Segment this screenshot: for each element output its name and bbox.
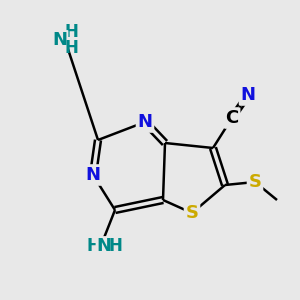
Text: H: H xyxy=(64,39,78,57)
Text: H: H xyxy=(64,23,78,41)
Text: H: H xyxy=(86,237,100,255)
Text: N: N xyxy=(52,31,68,49)
Text: N: N xyxy=(85,166,100,184)
Text: S: S xyxy=(248,173,262,191)
Text: S: S xyxy=(185,204,199,222)
Text: H: H xyxy=(108,237,122,255)
Text: N: N xyxy=(241,86,256,104)
Text: N: N xyxy=(137,113,152,131)
Text: N: N xyxy=(97,237,112,255)
Text: C: C xyxy=(225,109,239,127)
